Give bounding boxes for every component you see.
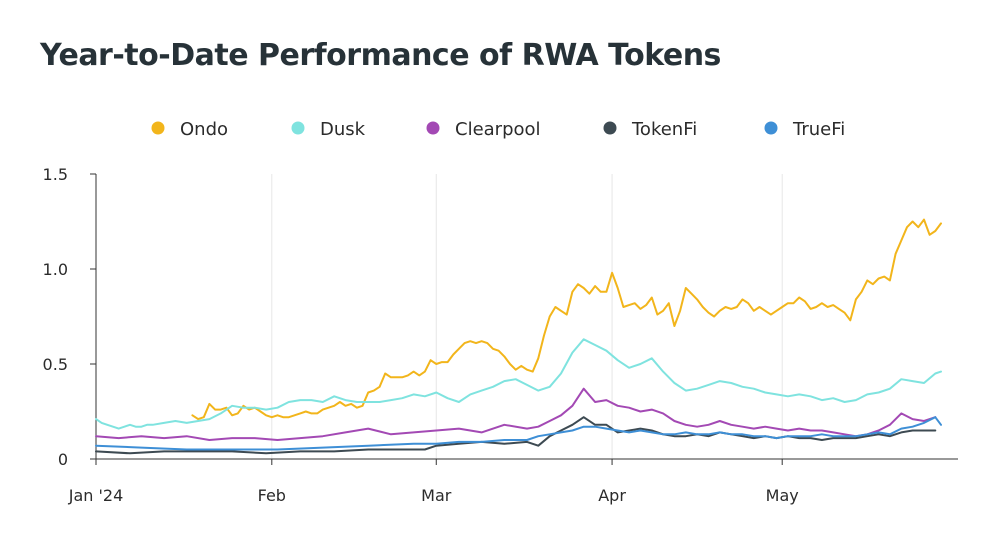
legend-item-truefi[interactable]: TrueFi: [764, 119, 846, 140]
legend-item-clearpool[interactable]: Clearpool: [426, 119, 541, 140]
legend-item-tokenfi[interactable]: TokenFi: [603, 119, 698, 140]
y-tick-label: 1.0: [43, 260, 68, 279]
y-tick-label: 0: [58, 450, 68, 469]
series-line-clearpool: [95, 387, 937, 441]
legend-marker: [151, 121, 165, 135]
x-tick-label: Jan '24: [68, 486, 124, 505]
legend-marker: [603, 121, 617, 135]
legend-marker: [291, 121, 305, 135]
legend-marker: [764, 121, 778, 135]
legend-item-dusk[interactable]: Dusk: [291, 119, 366, 140]
legend-marker: [426, 121, 440, 135]
legend-label: TrueFi: [792, 119, 845, 140]
series-line-dusk: [95, 338, 942, 430]
series-line-truefi: [95, 416, 942, 451]
x-tick-label: Feb: [258, 486, 286, 505]
series-line-tokenfi: [95, 416, 937, 455]
legend-label: Dusk: [320, 119, 366, 140]
legend-item-ondo[interactable]: Ondo: [151, 119, 229, 140]
legend-label: TokenFi: [631, 119, 697, 140]
x-tick-label: Mar: [421, 486, 452, 505]
x-tick-label: Apr: [598, 486, 626, 505]
y-tick-label: 0.5: [43, 355, 68, 374]
chart-title: Year-to-Date Performance of RWA Tokens: [40, 38, 721, 73]
y-tick-label: 1.5: [43, 165, 68, 184]
legend-label: Clearpool: [455, 119, 541, 140]
series-line-ondo: [191, 218, 942, 421]
x-tick-label: May: [766, 486, 799, 505]
legend-label: Ondo: [180, 119, 228, 140]
